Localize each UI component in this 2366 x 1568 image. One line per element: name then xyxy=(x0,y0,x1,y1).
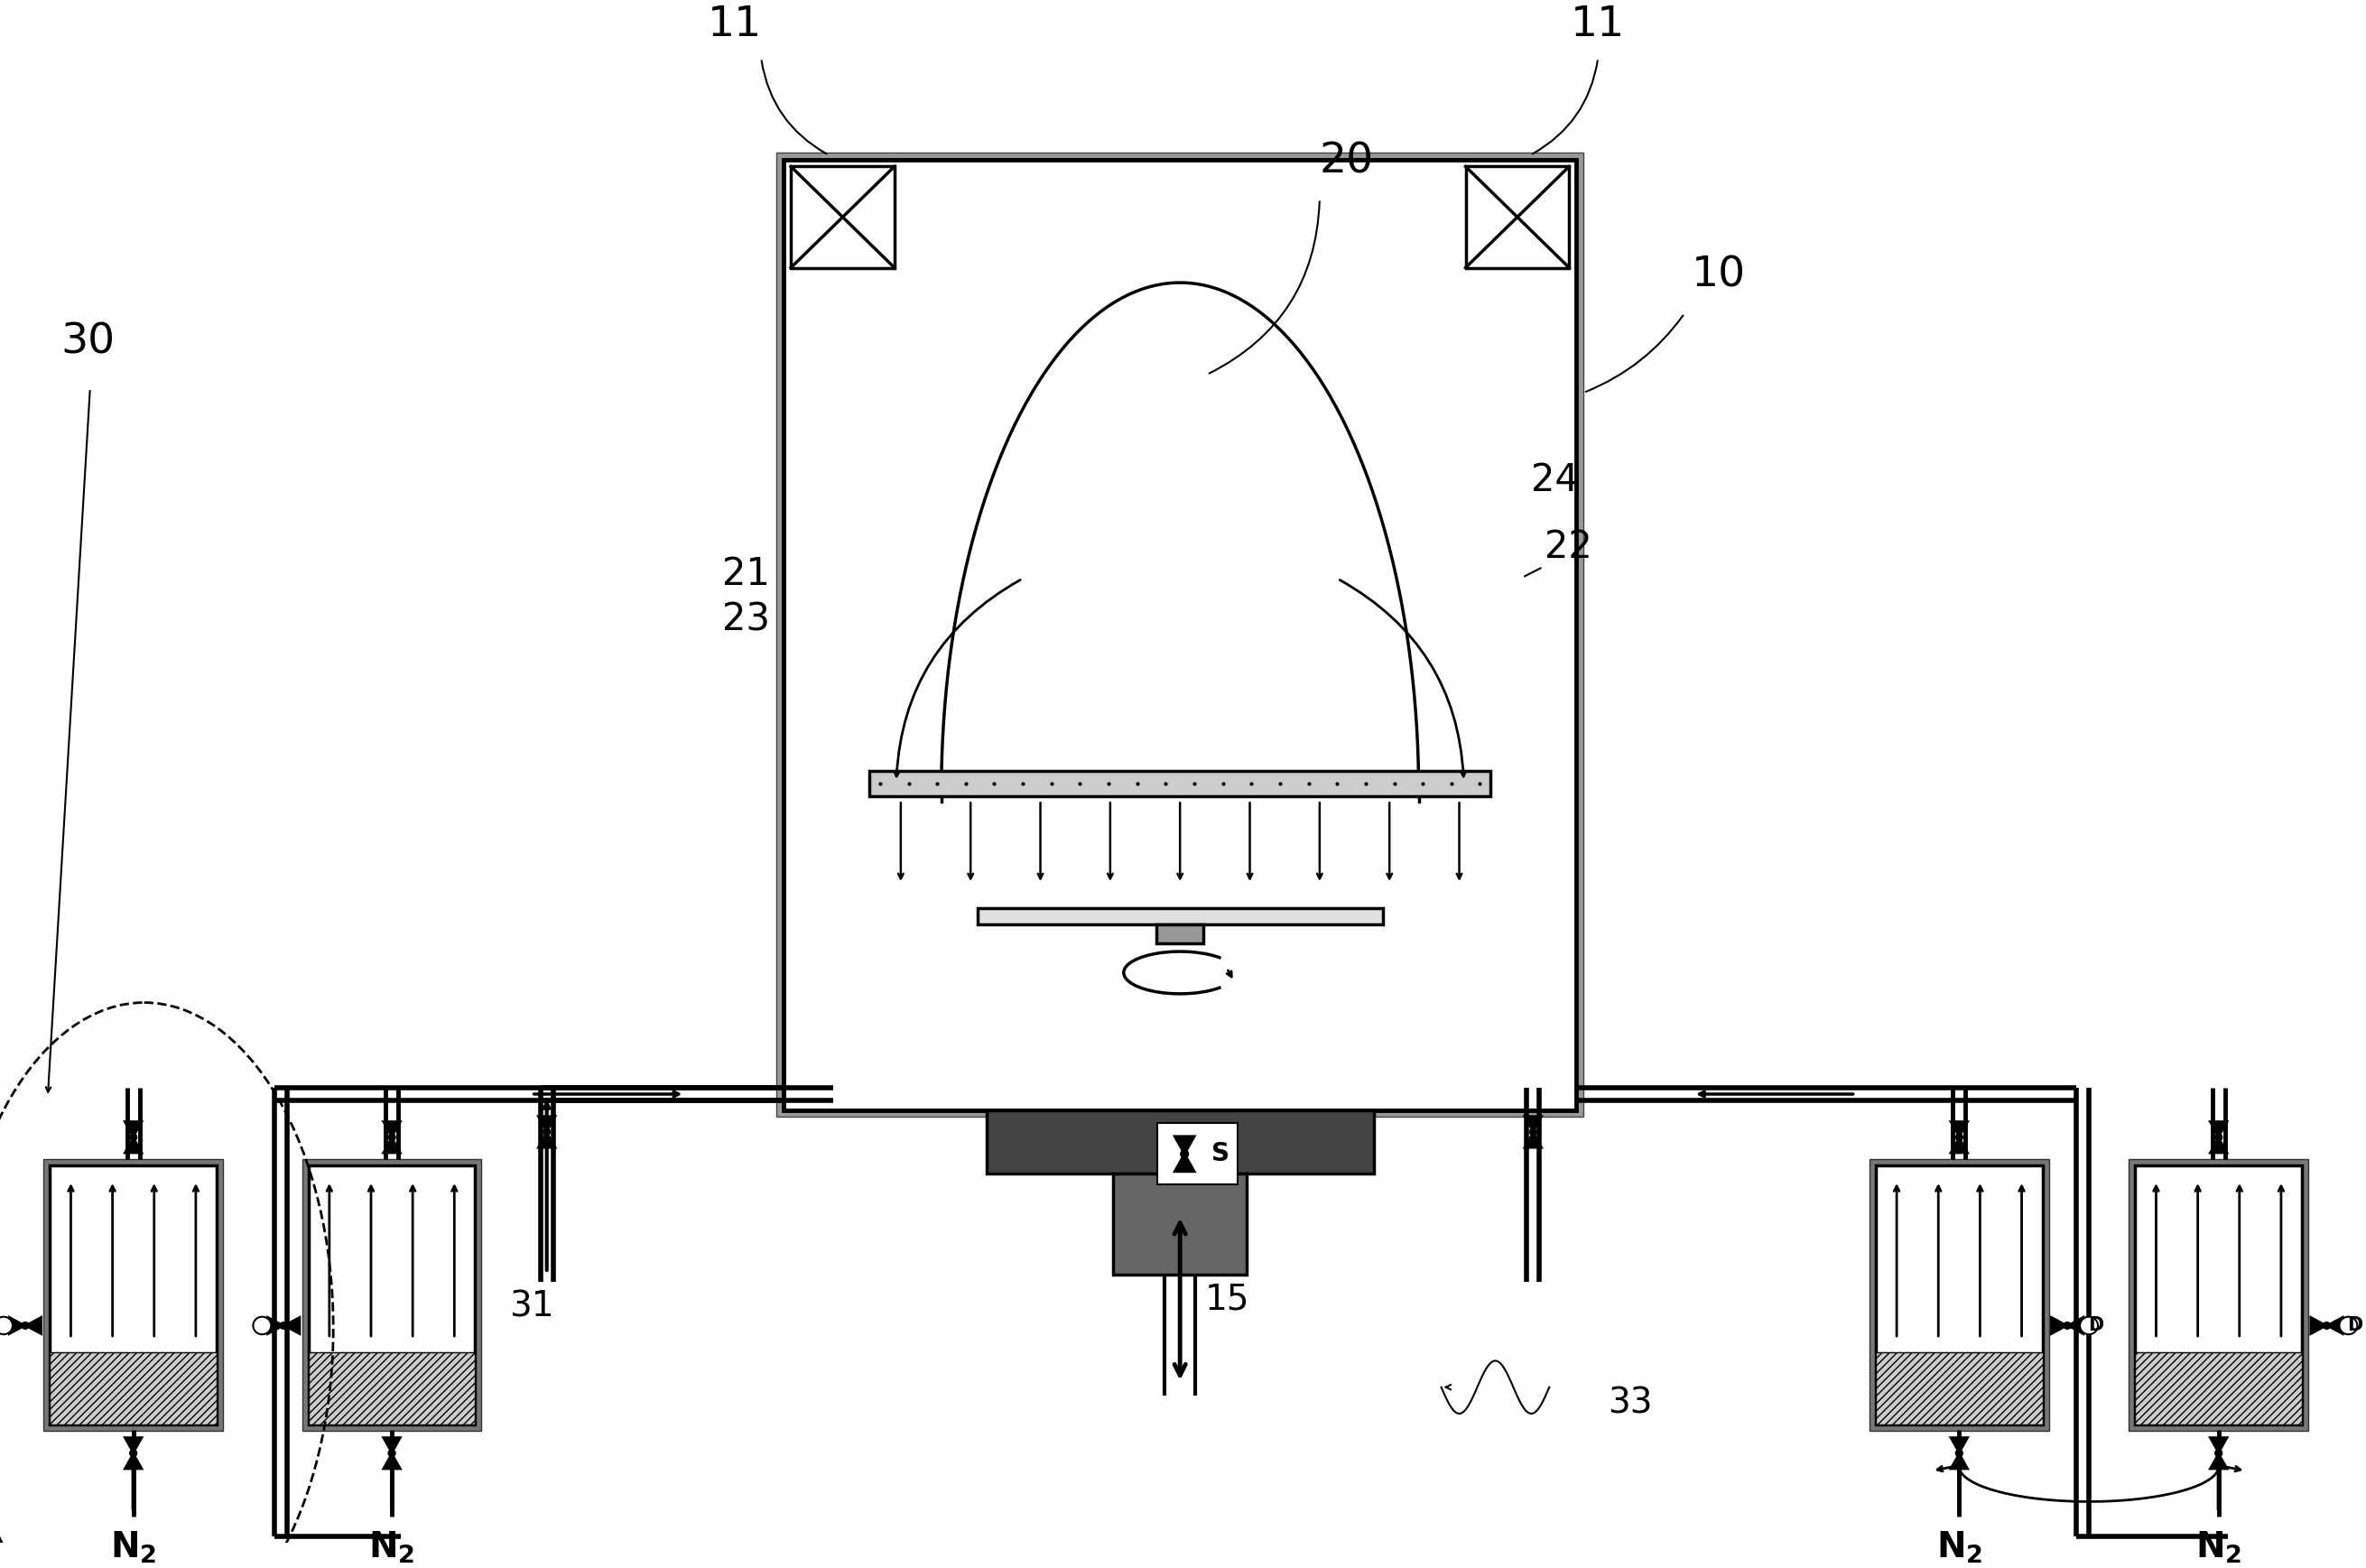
Bar xyxy=(1114,1173,1247,1275)
Polygon shape xyxy=(537,1116,556,1132)
Bar xyxy=(50,1165,218,1425)
Text: 23: 23 xyxy=(722,601,771,638)
Circle shape xyxy=(388,1134,395,1140)
Text: 33: 33 xyxy=(1609,1386,1651,1421)
Circle shape xyxy=(2080,1317,2099,1334)
Text: 21: 21 xyxy=(722,555,771,593)
Bar xyxy=(1157,1123,1237,1185)
Circle shape xyxy=(21,1322,28,1330)
Polygon shape xyxy=(2051,1317,2068,1334)
Bar xyxy=(1157,924,1204,944)
Polygon shape xyxy=(125,1438,142,1454)
Polygon shape xyxy=(537,1132,556,1148)
Text: 15: 15 xyxy=(1204,1283,1249,1316)
Circle shape xyxy=(2323,1322,2331,1330)
Bar xyxy=(2129,1159,2309,1430)
Polygon shape xyxy=(2210,1438,2226,1454)
Bar xyxy=(308,1352,476,1425)
Bar xyxy=(790,166,894,268)
Circle shape xyxy=(1957,1134,1964,1140)
Polygon shape xyxy=(1524,1116,1543,1132)
Circle shape xyxy=(253,1317,272,1334)
Circle shape xyxy=(279,1322,286,1330)
Text: 31: 31 xyxy=(509,1290,554,1323)
Polygon shape xyxy=(2326,1317,2342,1334)
Polygon shape xyxy=(284,1317,300,1334)
Polygon shape xyxy=(2312,1317,2326,1334)
Polygon shape xyxy=(2068,1317,2084,1334)
Circle shape xyxy=(130,1450,137,1457)
Bar xyxy=(783,160,1576,1110)
Bar xyxy=(50,1352,218,1425)
Bar xyxy=(1876,1352,2042,1425)
Circle shape xyxy=(2215,1134,2222,1140)
Bar xyxy=(2134,1165,2302,1425)
Polygon shape xyxy=(125,1121,142,1137)
Polygon shape xyxy=(383,1137,400,1152)
Polygon shape xyxy=(125,1137,142,1152)
Circle shape xyxy=(388,1450,395,1457)
Text: 22: 22 xyxy=(1545,528,1592,566)
Text: S: S xyxy=(1211,1142,1230,1167)
Text: $\mathbf{N_2}$: $\mathbf{N_2}$ xyxy=(1935,1530,1983,1565)
Circle shape xyxy=(2063,1322,2070,1330)
Text: 20: 20 xyxy=(1320,141,1375,182)
Bar xyxy=(1869,1159,2049,1430)
Circle shape xyxy=(1181,1149,1188,1157)
Polygon shape xyxy=(1524,1132,1543,1148)
Polygon shape xyxy=(26,1317,43,1334)
Polygon shape xyxy=(1174,1154,1195,1171)
Bar xyxy=(977,908,1382,924)
Circle shape xyxy=(544,1129,551,1135)
Polygon shape xyxy=(383,1454,400,1469)
Circle shape xyxy=(1957,1450,1964,1457)
Bar xyxy=(987,1110,1375,1173)
Bar xyxy=(43,1159,222,1430)
Text: D: D xyxy=(2347,1317,2364,1334)
Polygon shape xyxy=(1950,1121,1969,1137)
Polygon shape xyxy=(1174,1137,1195,1154)
Text: 24: 24 xyxy=(1531,461,1578,499)
Polygon shape xyxy=(1950,1137,1969,1152)
Bar xyxy=(303,1159,480,1430)
Bar xyxy=(308,1165,476,1425)
Text: $\mathbf{N_2}$: $\mathbf{N_2}$ xyxy=(2196,1530,2243,1565)
Polygon shape xyxy=(9,1317,26,1334)
Text: 11: 11 xyxy=(1571,5,1625,45)
Polygon shape xyxy=(267,1317,284,1334)
Circle shape xyxy=(1528,1129,1536,1135)
Bar xyxy=(2134,1352,2302,1425)
Circle shape xyxy=(0,1317,12,1334)
Polygon shape xyxy=(2210,1121,2226,1137)
Polygon shape xyxy=(383,1121,400,1137)
Text: 30: 30 xyxy=(62,321,116,362)
Text: D: D xyxy=(2087,1317,2103,1334)
Polygon shape xyxy=(1950,1454,1969,1469)
Bar xyxy=(868,771,1491,795)
Polygon shape xyxy=(2210,1137,2226,1152)
Circle shape xyxy=(2340,1317,2357,1334)
Text: $\mathbf{N_2}$: $\mathbf{N_2}$ xyxy=(111,1530,156,1565)
Text: 10: 10 xyxy=(1692,256,1746,296)
Polygon shape xyxy=(1950,1438,1969,1454)
Text: $\mathbf{N_2}$: $\mathbf{N_2}$ xyxy=(369,1530,414,1565)
Polygon shape xyxy=(383,1438,400,1454)
Bar xyxy=(1465,166,1569,268)
Circle shape xyxy=(130,1134,137,1140)
Polygon shape xyxy=(2210,1454,2226,1469)
Circle shape xyxy=(2215,1450,2222,1457)
Bar xyxy=(1876,1165,2042,1425)
Bar xyxy=(776,152,1583,1116)
Polygon shape xyxy=(125,1454,142,1469)
Text: 11: 11 xyxy=(707,5,762,45)
